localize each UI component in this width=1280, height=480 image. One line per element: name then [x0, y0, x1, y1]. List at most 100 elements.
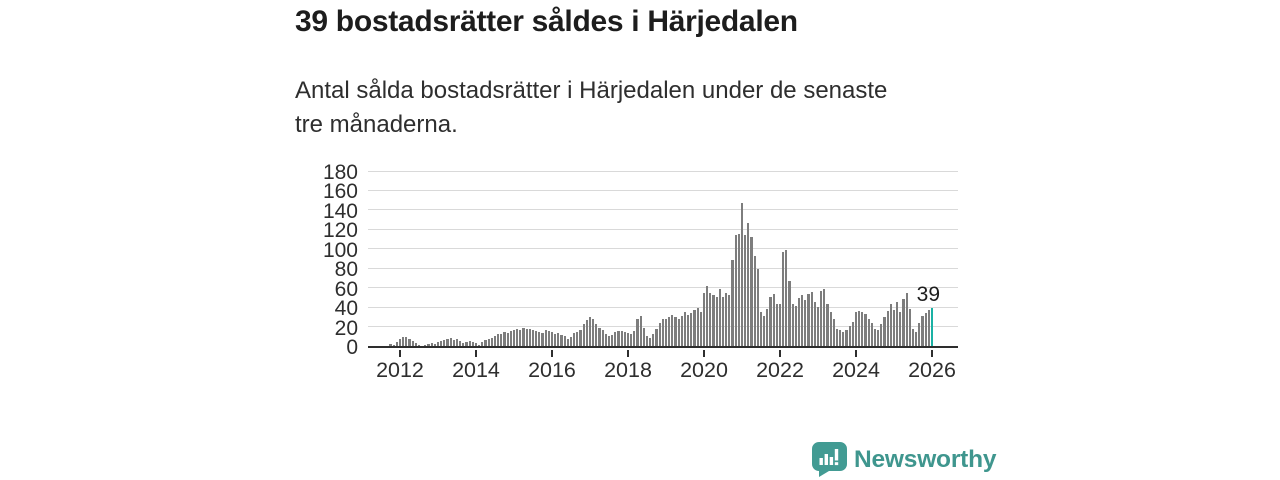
bar [820, 290, 823, 346]
bar [392, 345, 395, 346]
bar [766, 309, 769, 346]
bar [395, 342, 398, 346]
bar [908, 309, 911, 346]
bar [918, 322, 921, 346]
bar [557, 333, 560, 346]
bar [854, 311, 858, 346]
bar [794, 306, 797, 346]
x-axis-tick [474, 350, 477, 357]
bar [566, 339, 569, 346]
bar [778, 304, 782, 346]
bar [706, 285, 709, 346]
bar [769, 297, 772, 346]
bar [712, 295, 715, 346]
x-axis-tick [855, 350, 858, 357]
bar [604, 334, 607, 346]
bar [889, 304, 892, 346]
bar [481, 342, 484, 346]
bar [471, 342, 474, 346]
bar [877, 330, 880, 346]
bar [731, 260, 734, 346]
chart-subtitle: Antal sålda bostadsrätter i Härjedalen u… [295, 74, 887, 142]
bar [873, 328, 877, 346]
bar [402, 337, 405, 346]
bar [737, 234, 740, 346]
bar [921, 315, 924, 346]
bar [519, 330, 522, 346]
bar [645, 336, 649, 346]
bar [883, 316, 886, 346]
bar [449, 338, 452, 346]
bar [490, 338, 493, 346]
bar [617, 331, 620, 346]
bar [424, 345, 427, 346]
y-axis-label: 20 [334, 316, 358, 340]
bar [503, 332, 506, 346]
page-title: 39 bostadsrätter såldes i Härjedalen [295, 5, 798, 38]
bar [592, 318, 595, 346]
bar [664, 318, 668, 346]
bar [525, 328, 528, 346]
bar [516, 328, 519, 346]
bar [576, 332, 579, 346]
x-axis-tick [779, 350, 782, 357]
bar [835, 328, 839, 346]
bar [443, 340, 446, 346]
bar [531, 330, 535, 346]
bar [436, 342, 440, 346]
bar [721, 297, 725, 346]
bar [569, 337, 573, 346]
bar [446, 339, 449, 346]
bar [677, 318, 680, 346]
bar [902, 299, 905, 346]
bar [747, 222, 750, 346]
bar [690, 312, 693, 346]
bar [772, 293, 775, 346]
bar [715, 297, 718, 346]
bar [924, 312, 927, 346]
bar [927, 310, 930, 346]
bar [560, 335, 563, 346]
bar [452, 340, 455, 346]
newsworthy-bubble-chart-icon [812, 442, 847, 477]
x-axis-label: 2012 [376, 358, 424, 382]
bar [880, 323, 883, 346]
bar [858, 311, 861, 346]
bar [440, 341, 443, 346]
bar [544, 330, 547, 346]
y-axis-label: 180 [322, 161, 358, 184]
bar [595, 323, 598, 346]
bar [759, 311, 763, 346]
bar [756, 269, 759, 346]
bar [655, 328, 658, 346]
bar [744, 235, 747, 346]
bar [861, 311, 864, 346]
x-axis-tick [703, 350, 705, 357]
bar [892, 310, 896, 346]
bar [687, 314, 690, 346]
y-axis-label: 160 [322, 180, 358, 204]
bar [493, 336, 497, 346]
bar [626, 333, 630, 346]
bar [414, 343, 417, 346]
x-axis-label: 2026 [908, 358, 956, 382]
bar [611, 335, 614, 346]
gridline [368, 209, 958, 211]
bar [468, 341, 471, 346]
x-axis-label: 2024 [832, 358, 880, 382]
x-axis-tick [398, 350, 401, 357]
gridline [368, 267, 958, 269]
bar [696, 308, 699, 346]
bar [823, 288, 826, 346]
highlight-value-label: 39 [916, 283, 941, 307]
bar [459, 341, 462, 346]
x-axis-label: 2014 [452, 358, 500, 382]
gridline [368, 170, 958, 172]
bar [389, 344, 392, 346]
y-axis-label: 140 [322, 199, 358, 223]
bar [649, 338, 652, 346]
bar [782, 251, 785, 346]
bar [639, 315, 642, 346]
highlight-bar [930, 308, 934, 346]
bar [398, 339, 402, 346]
